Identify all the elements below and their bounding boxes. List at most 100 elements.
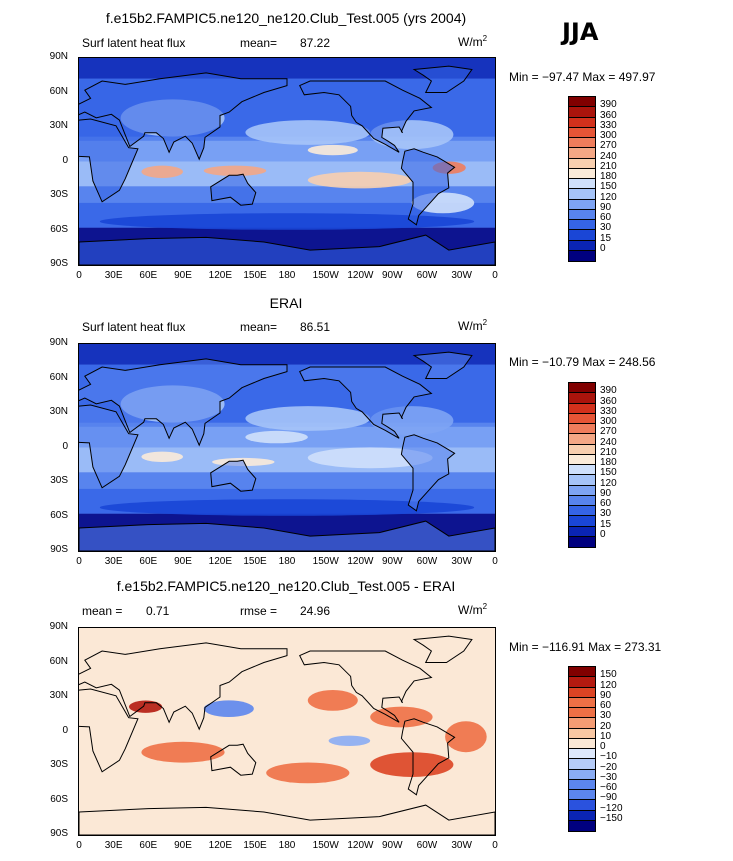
colorbar-label: 120 [600,477,617,489]
units-base: W/m [458,603,483,617]
colorbar-label: 360 [600,395,617,407]
colorbar-label: 30 [600,508,612,520]
field-region [141,165,183,178]
x-tick-label: 0 [492,840,498,851]
colorbar-box [569,158,595,169]
coastline-n-america [299,366,433,439]
map-panel [78,57,496,266]
colorbar-label: 360 [600,109,617,121]
x-tick-label: 180 [278,840,296,851]
colorbar-label: −90 [600,792,617,804]
x-tick-label: 60W [416,840,438,851]
stat-label: mean = [82,604,123,618]
x-tick-label: 120E [208,270,233,281]
y-tick-label: 0 [62,724,68,736]
x-tick-label: 30W [451,840,472,851]
colorbar-box [569,718,595,729]
panel-title: f.e15b2.FAMPIC5.ne120_ne120.Club_Test.00… [116,578,456,594]
field-region [245,406,371,431]
colorbar-box [569,749,595,760]
x-tick-label: 150E [243,270,267,281]
colorbar-box [569,667,595,678]
x-tick-label: 90W [382,556,403,567]
field-region [370,706,433,728]
colorbar-box [569,738,595,749]
colorbar-box [569,506,595,517]
x-tick-label: 60W [416,556,438,567]
y-tick-label: 30N [49,690,68,701]
colorbar-label: 390 [600,99,617,111]
colorbar-label: 0 [600,242,606,254]
coastline-eurasia [79,72,288,161]
latitude-band [79,344,495,365]
map-background [79,628,495,835]
rmse-value: 24.96 [300,604,331,618]
colorbar-label: −20 [600,761,617,773]
x-tick-label: 0 [76,270,82,281]
field-region [99,499,475,516]
x-tick-label: 30E [104,840,123,851]
x-tick-label: 60E [139,840,158,851]
x-tick-label: 0 [492,556,498,567]
colorbar-label: 300 [600,416,617,427]
x-tick-label: 120W [347,840,374,851]
map-field [79,58,495,265]
field-region [245,120,371,145]
colorbar-label: 15 [600,232,612,244]
field-region [203,165,267,176]
latitude-band [79,58,495,79]
min-max-label: Min = −10.79 Max = 248.56 [509,355,656,369]
field-region [266,762,350,784]
colorbar-box [569,393,595,404]
variable-label: Surf latent heat flux [82,320,186,334]
colorbar-label: 390 [600,385,617,397]
coastline-n-america [299,80,433,153]
field-region [307,171,412,189]
y-tick-label: 90S [50,544,68,555]
colorbar [568,666,596,832]
colorbar-label: 10 [600,730,612,742]
colorbar [568,96,596,262]
y-tick-label: 30N [49,406,68,417]
colorbar-label: 240 [600,436,617,448]
colorbar-label: 60 [600,700,612,711]
colorbar-box [569,454,595,465]
map-field [79,344,495,551]
colorbar-label: 300 [600,130,617,141]
colorbar-box [569,800,595,811]
colorbar-label: 60 [600,498,612,509]
colorbar-label: 60 [600,212,612,223]
coastline-africa [79,118,139,203]
stat-label: mean= [240,36,278,50]
colorbar-box [569,516,595,527]
units-base: W/m [458,35,483,49]
colorbar-box [569,495,595,506]
coastline-n-america [299,650,433,723]
x-tick-label: 90W [382,840,403,851]
stat-value: 86.51 [300,320,331,334]
colorbar-label: 120 [600,191,617,203]
colorbar-box [569,434,595,445]
coastline-s-america [400,718,456,796]
colorbar-box [569,424,595,435]
x-tick-label: 120E [208,556,233,567]
colorbar-box [569,779,595,790]
y-tick-label: 90N [49,337,68,348]
colorbar-box [569,127,595,138]
colorbar-box [569,240,595,251]
colorbar-label: −120 [600,802,623,814]
coastline-eurasia [79,642,288,731]
x-tick-label: 90W [382,270,403,281]
x-tick-label: 180 [278,556,296,567]
x-tick-label: 90E [174,270,192,281]
colorbar-box [569,138,595,149]
field-region [307,690,358,711]
y-tick-label: 90N [49,621,68,632]
colorbar [568,382,596,548]
field-region [370,752,454,777]
colorbar-box [569,383,595,394]
stat-label: mean= [240,320,278,334]
x-tick-label: 30E [104,270,123,281]
y-tick-label: 60S [50,793,68,805]
colorbar-label: 0 [600,741,606,752]
